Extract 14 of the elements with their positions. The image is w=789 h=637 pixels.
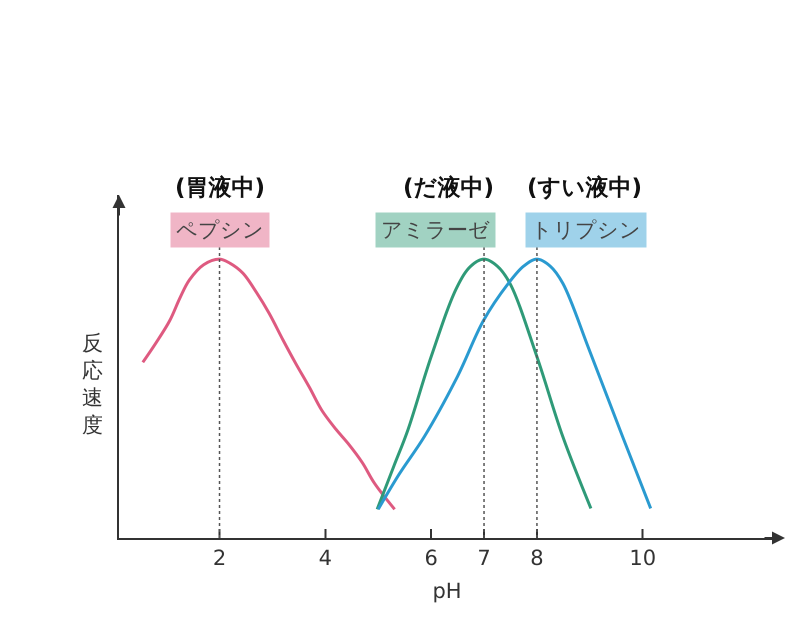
x-tick-label: 6 [424, 546, 438, 570]
y-axis-title: 反応速度 [82, 331, 103, 437]
x-tick-label: 8 [530, 546, 544, 570]
text: (胃液中) [175, 175, 266, 201]
x-axis-title: pH [432, 578, 462, 603]
x-tick-label: 10 [629, 546, 656, 570]
x-tick-label: 2 [212, 546, 226, 570]
series-label: ペプシン [176, 218, 264, 242]
text: (だ液中) [403, 175, 494, 201]
series-label: トリプシン [531, 218, 641, 242]
text: (すい液中) [527, 175, 642, 201]
x-tick-label: 4 [318, 546, 332, 570]
x-tick-label: 7 [477, 546, 491, 570]
series-label: アミラーゼ [381, 218, 490, 242]
